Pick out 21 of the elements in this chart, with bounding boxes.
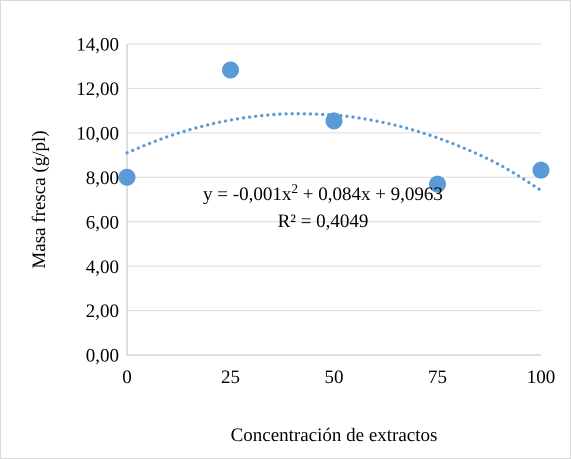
y-tick-label: 0,00 xyxy=(86,346,119,367)
x-tick-label: 0 xyxy=(122,367,132,388)
y-tick-label: 14,00 xyxy=(76,34,119,56)
y-tick-label: 6,00 xyxy=(86,212,119,234)
y-axis-title: Masa fresca (g/pl) xyxy=(29,130,50,269)
x-tick-label: 25 xyxy=(221,367,240,388)
y-tick-label: 2,00 xyxy=(86,301,119,322)
x-tick-label: 75 xyxy=(428,367,447,388)
x-axis-title: Concentración de extractos xyxy=(230,425,438,446)
x-tick-label: 100 xyxy=(526,367,556,388)
y-tick-label: 8,00 xyxy=(86,168,119,189)
y-tick-label: 4,00 xyxy=(86,256,119,278)
point xyxy=(222,61,239,78)
y-tick-label: 12,00 xyxy=(76,79,119,100)
annotation: y = -0,001x$^{2}$ + 0,084x + 9,0963 xyxy=(203,180,443,205)
y-tick-label: 10,00 xyxy=(76,124,119,145)
point xyxy=(118,168,136,186)
point xyxy=(326,112,342,130)
annotation: R² = 0,4049 xyxy=(278,211,368,232)
point xyxy=(532,162,550,179)
x-tick-label: 50 xyxy=(324,367,344,388)
